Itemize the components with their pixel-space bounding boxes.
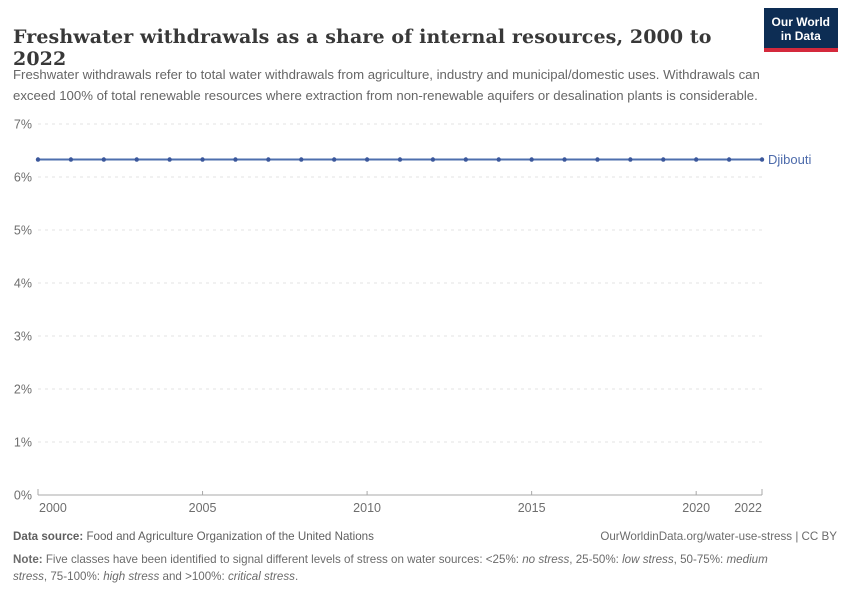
y-axis-tick-label: 4% [14, 277, 32, 291]
x-axis-tick-label: 2015 [518, 501, 546, 515]
line-chart: 0% 1% 2% 3% 4% 5% 6% 7% 2000 2005 2010 2015 2020 2022… [14, 118, 812, 516]
data-source-label: Data source: [13, 530, 84, 543]
data-source-value: Food and Agriculture Organization of the… [83, 530, 374, 543]
series-label-djibouti[interactable]: Djibouti [768, 152, 811, 167]
data-point[interactable] [693, 157, 699, 162]
data-point[interactable] [628, 157, 633, 162]
data-point[interactable] [529, 157, 534, 162]
x-axis-tick-label: 2020 [682, 501, 710, 515]
chart-footer: Data source: Food and Agriculture Organi… [13, 529, 837, 585]
data-point[interactable] [430, 157, 436, 162]
chart-note: Note: Five classes have been identified … [13, 553, 768, 583]
page-title: Freshwater withdrawals as a share of int… [13, 25, 712, 70]
data-point[interactable] [364, 157, 370, 162]
data-point[interactable] [397, 157, 403, 162]
y-axis-tick-label: 0% [14, 489, 32, 503]
data-point[interactable] [101, 157, 107, 162]
data-point[interactable] [595, 157, 600, 162]
data-point[interactable] [233, 157, 238, 162]
source-row: Data source: Food and Agriculture Organi… [13, 529, 837, 545]
y-axis-tick-label: 1% [14, 436, 32, 450]
data-point[interactable] [134, 157, 139, 162]
data-point[interactable] [167, 157, 172, 162]
data-point[interactable] [496, 157, 501, 162]
owid-url-link[interactable]: OurWorldinData.org/water-use-stress | CC… [600, 530, 837, 543]
y-axis-tick-label: 3% [14, 330, 32, 344]
data-point[interactable] [68, 157, 74, 162]
data-point[interactable] [200, 157, 205, 162]
data-point[interactable] [562, 157, 567, 162]
data-point[interactable] [661, 157, 666, 162]
y-axis-tick-label: 6% [14, 171, 32, 185]
x-axis-tick-label: 2000 [39, 501, 67, 515]
x-axis-tick-label: 2005 [189, 501, 217, 515]
data-point[interactable] [266, 157, 271, 162]
owid-logo-line2: in Data [780, 29, 821, 43]
y-axis-tick-label: 7% [14, 118, 32, 132]
y-axis-tick-label: 2% [14, 383, 32, 397]
x-axis-tick-label: 2010 [353, 501, 381, 515]
data-source-text: Data source: Food and Agriculture Organi… [13, 529, 374, 545]
y-axis-tick-label: 5% [14, 224, 32, 238]
owid-logo-line1: Our World [771, 15, 830, 29]
chart-subtitle: Freshwater withdrawals refer to total wa… [13, 67, 760, 104]
data-point[interactable] [726, 157, 732, 162]
data-point[interactable] [759, 157, 765, 162]
owid-logo[interactable]: Our World in Data [763, 8, 838, 52]
data-point[interactable] [35, 157, 41, 162]
data-point[interactable] [463, 157, 469, 162]
data-point[interactable] [331, 157, 337, 162]
data-point[interactable] [299, 157, 304, 162]
x-axis-tick-label: 2022 [734, 501, 762, 515]
